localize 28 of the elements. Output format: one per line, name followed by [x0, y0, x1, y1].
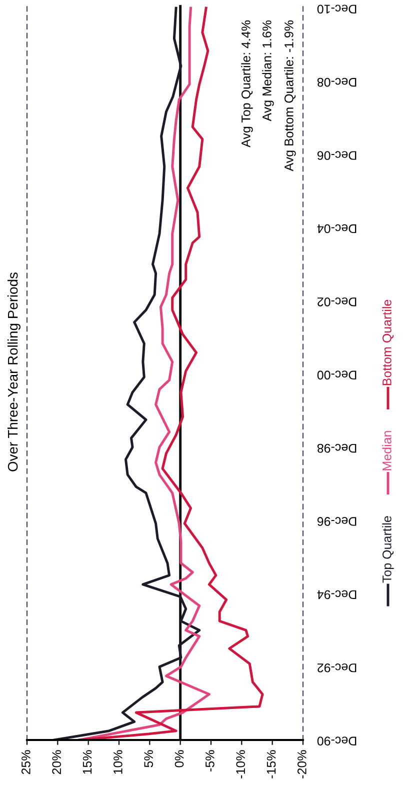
y-tick-label: Dec-06: [317, 151, 356, 160]
x-tick-label: -10%: [236, 750, 246, 778]
y-tick-label: Dec-94: [317, 590, 356, 600]
y-tick-label: Dec-96: [317, 517, 356, 526]
y-tick-label: Dec-08: [317, 78, 356, 87]
y-tick-label: Dec-90: [317, 736, 356, 746]
x-tick-label: 10%: [114, 750, 122, 774]
text: Over Three-Year Rolling Periods: [8, 272, 20, 472]
x-tick-label: -20%: [298, 750, 306, 778]
y-tick-label: Dec-92: [318, 663, 356, 672]
text: Bottom Quartile: [382, 300, 394, 386]
y-tick-label: Dec-10: [317, 4, 356, 14]
x-tick-label: 20%: [52, 750, 62, 774]
y-tick-label: Dec-00: [317, 370, 356, 380]
x-tick-label: -15%: [266, 750, 276, 778]
text: Top Quartile: [382, 516, 394, 583]
annotation: Avg Top Quartile: 4.4%: [241, 20, 253, 148]
x-tick-label: -5%: [206, 750, 214, 772]
y-tick-label: Dec-02: [318, 297, 356, 306]
y-tick-label: Dec-04: [317, 224, 356, 234]
x-tick-label: 25%: [22, 750, 30, 774]
annotation: Avg Median: 1.6%: [262, 20, 274, 122]
x-tick-label: 15%: [82, 750, 92, 774]
annotation: Avg Bottom Quartile: -1.9%: [284, 20, 296, 172]
text: Median: [382, 431, 392, 470]
x-tick-label: 5%: [144, 750, 154, 768]
x-tick-label: 0%: [174, 750, 184, 768]
y-tick-label: Dec-98: [317, 444, 356, 453]
